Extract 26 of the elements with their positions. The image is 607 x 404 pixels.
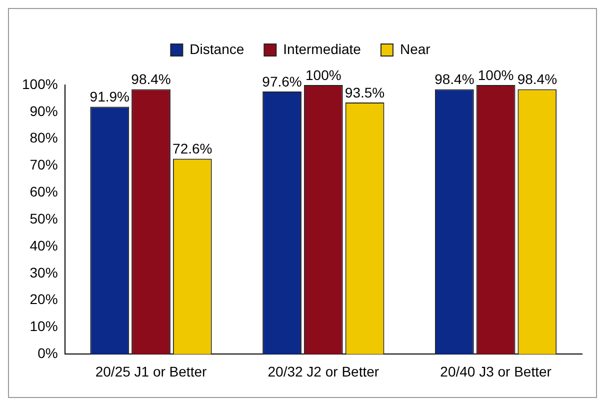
y-tick-label: 100%	[22, 76, 58, 92]
data-label: 100%	[305, 66, 342, 83]
y-tick-label: 0%	[38, 345, 58, 362]
x-tick-label: 20/25 J1 or Better	[95, 363, 207, 380]
y-tick-label: 20%	[30, 291, 58, 308]
data-label: 100%	[478, 66, 514, 83]
y-tick-label: 40%	[30, 237, 58, 254]
y-tick-label: 70%	[30, 156, 58, 173]
legend-label: Near	[400, 40, 431, 57]
x-tick-label: 20/40 J3 or Better	[440, 363, 552, 380]
data-label: 72.6%	[172, 140, 212, 157]
y-tick-label: 90%	[30, 102, 58, 119]
y-tick-label: 60%	[30, 184, 58, 200]
data-label: 98.4%	[131, 71, 171, 88]
y-tick-label: 30%	[30, 264, 58, 280]
data-label: 93.5%	[344, 84, 385, 100]
y-tick-label: 10%	[30, 318, 58, 334]
y-tick-label: 50%	[30, 210, 58, 226]
legend-label: Intermediate	[283, 40, 362, 57]
y-tick-label: 80%	[30, 130, 58, 146]
data-label: 91.9%	[90, 88, 130, 105]
data-label: 97.6%	[262, 73, 302, 90]
x-tick-label: 20/32 J2 or Better	[268, 363, 380, 380]
data-label: 98.4%	[434, 71, 474, 88]
legend-label: Distance	[190, 40, 244, 57]
data-label: 98.4%	[517, 71, 558, 88]
